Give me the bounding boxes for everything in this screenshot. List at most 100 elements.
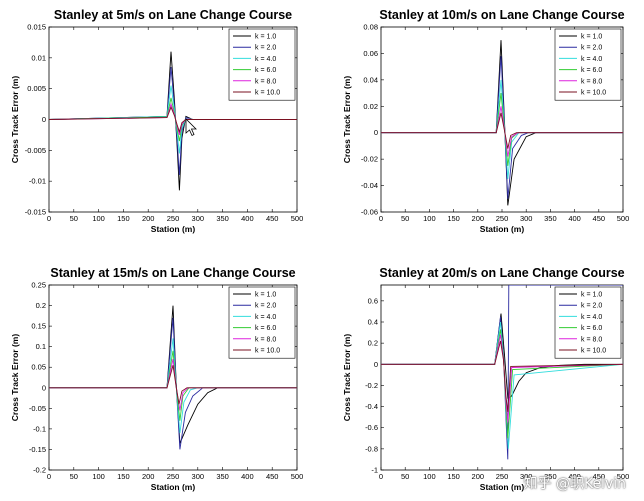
x-tick-label: 250 [167,472,180,481]
legend-label: k = 6.0 [581,67,602,74]
y-tick-label: 0.01 [31,53,46,62]
legend-label: k = 4.0 [581,314,602,321]
y-tick-label: 0.08 [363,23,378,32]
legend-label: k = 2.0 [581,303,602,310]
y-tick-label: -1 [371,466,378,475]
x-tick-label: 350 [216,214,229,223]
x-axis-label: Station (m) [151,482,196,492]
y-tick-label: -0.8 [365,444,378,453]
y-tick-label: -0.2 [33,466,46,475]
x-tick-label: 200 [472,214,485,223]
x-tick-label: 0 [379,472,383,481]
x-tick-label: 200 [472,472,485,481]
legend-label: k = 8.0 [255,336,276,343]
y-tick-label: -0.015 [25,208,46,217]
x-tick-label: 350 [544,214,557,223]
mouse-cursor-icon [185,118,197,137]
y-axis-label: Cross Track Error (m) [10,76,20,164]
series-line-k2 [49,317,297,450]
legend-label: k = 10.0 [255,348,280,355]
x-tick-label: 150 [447,472,460,481]
chart-panel-1: Stanley at 5m/s on Lane Change Course 0 50… [10,8,303,234]
y-axis-label: Cross Track Error (m) [342,76,352,164]
y-tick-label: 0 [374,360,378,369]
x-tick-label: 500 [291,214,304,223]
y-tick-label: 0.15 [31,322,46,331]
legend-label: k = 2.0 [581,45,602,52]
y-tick-label: -0.1 [33,424,46,433]
series-line-k6 [49,365,297,405]
y-tick-label: 0.005 [27,84,46,93]
series-line-k6 [49,105,297,134]
chart-panel-3: Stanley at 15m/s on Lane Change Course 0 5… [10,266,303,492]
legend-label: k = 1.0 [255,292,276,299]
x-tick-label: 50 [401,214,409,223]
y-tick-label: -0.06 [361,208,378,217]
watermark: 知乎 @职Kelvin [523,476,626,492]
y-tick-label: 0 [42,115,46,124]
x-tick-label: 400 [241,472,254,481]
x-axis-label: Station (m) [480,224,525,234]
legend-box [228,286,296,359]
y-tick-label: 0.02 [363,102,378,111]
x-tick-label: 50 [401,472,409,481]
series-line-k1 [49,305,297,444]
x-tick-label: 300 [192,472,205,481]
x-tick-label: 450 [266,472,279,481]
legend-label: k = 6.0 [255,325,276,332]
legend-label: k = 10.0 [255,90,280,97]
series-group [49,51,297,191]
y-tick-label: 0.25 [31,281,46,290]
y-tick-label: -0.005 [25,146,46,155]
x-tick-label: 500 [291,472,304,481]
y-tick-label: 0 [42,383,46,392]
series-group [381,40,623,206]
y-tick-label: 0.04 [363,75,378,84]
x-tick-label: 300 [520,214,533,223]
series-line-k3 [49,338,297,434]
y-tick-label: 0.4 [368,318,378,327]
x-tick-label: 500 [617,214,630,223]
y-tick-label: 0.015 [27,23,46,32]
chart-title: Stanley at 5m/s on Lane Change Course [54,8,292,22]
y-tick-label: 0.05 [31,363,46,372]
legend-label: k = 6.0 [581,325,602,332]
legend-box [228,28,296,101]
x-tick-label: 350 [216,472,229,481]
series-group [49,305,297,450]
legend-label: k = 10.0 [581,90,606,97]
series-line-k1 [49,51,297,191]
x-tick-label: 400 [568,472,581,481]
legend-label: k = 10.0 [581,348,606,355]
series-line-k6 [381,340,623,412]
y-tick-label: -0.2 [365,381,378,390]
x-tick-label: 50 [70,214,78,223]
x-tick-label: 150 [447,214,460,223]
y-tick-label: 0.2 [368,339,378,348]
chart-title: Stanley at 15m/s on Lane Change Course [50,266,295,280]
x-tick-label: 100 [92,472,105,481]
x-tick-label: 250 [496,472,509,481]
y-tick-label: 0.06 [363,49,378,58]
legend-box [554,28,622,101]
x-tick-label: 350 [544,472,557,481]
legend-box [554,286,622,359]
chart-title: Stanley at 20m/s on Lane Change Course [379,266,624,280]
x-tick-label: 450 [266,214,279,223]
x-tick-label: 250 [496,214,509,223]
y-tick-label: 0.1 [36,342,46,351]
legend-label: k = 8.0 [581,336,602,343]
y-tick-label: -0.02 [361,155,378,164]
x-tick-label: 150 [117,472,130,481]
x-tick-label: 100 [423,472,436,481]
x-axis-label: Station (m) [480,482,525,492]
x-tick-label: 250 [167,214,180,223]
y-tick-label: -0.05 [29,404,46,413]
chart-panel-2: Stanley at 10m/s on Lane Change Course 0 5… [342,8,629,234]
legend-label: k = 8.0 [255,78,276,85]
y-tick-label: -0.6 [365,423,378,432]
x-tick-label: 100 [92,214,105,223]
x-tick-label: 50 [70,472,78,481]
y-tick-label: -0.04 [361,181,378,190]
